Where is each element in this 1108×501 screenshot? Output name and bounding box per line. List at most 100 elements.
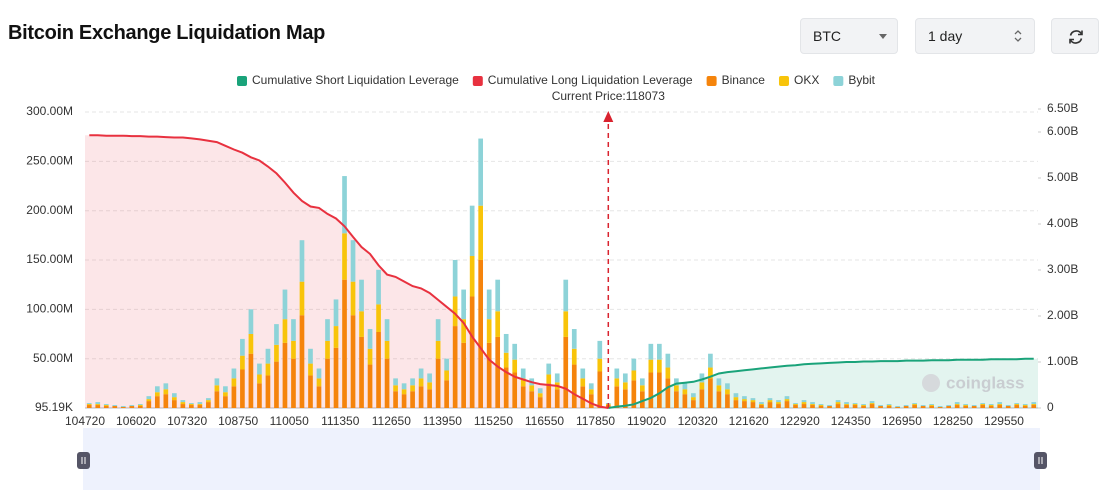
line: [608, 357, 1034, 409]
bar-segment: [776, 400, 781, 403]
period-select-text: 1 day: [928, 28, 963, 44]
bar-segment: [189, 405, 194, 408]
bar-segment: [750, 398, 756, 401]
coin-select[interactable]: BTC: [800, 18, 898, 54]
bar-segment: [154, 396, 160, 408]
bar-segment: [852, 404, 858, 406]
slider-handle-right[interactable]: [1034, 452, 1047, 469]
bar-segment: [240, 338, 245, 356]
bar-segment: [163, 389, 169, 395]
line-area: [608, 358, 1038, 408]
bar-segment: [486, 289, 492, 320]
x-tick-label: 120320: [678, 414, 718, 428]
bar-segment: [691, 393, 696, 398]
bar-segment: [299, 315, 305, 408]
bar-segment: [503, 352, 509, 368]
x-tick-label: 106020: [116, 414, 156, 428]
refresh-button[interactable]: [1051, 18, 1099, 54]
bar-segment: [580, 368, 586, 379]
period-select[interactable]: 1 day: [915, 18, 1035, 54]
bar-segment: [206, 400, 211, 403]
watermark: coinglass: [946, 373, 1024, 392]
bar-segment: [393, 385, 398, 392]
bar-segment: [240, 355, 245, 370]
bar-segment: [767, 400, 773, 403]
bar-segment: [512, 343, 518, 360]
bar-segment: [1005, 406, 1011, 408]
bar-segment: [648, 359, 654, 373]
dropdown-arrow: [879, 34, 887, 39]
bar-segment: [172, 397, 177, 401]
bar-segment: [725, 389, 730, 395]
bar-segment: [639, 391, 645, 408]
spin-arrows: [1014, 30, 1022, 42]
refresh-icon: [1069, 30, 1083, 44]
bar-segment: [112, 406, 118, 408]
bar-segment: [716, 378, 722, 386]
x-tick-label: 116550: [525, 414, 564, 428]
bar-segment: [265, 363, 271, 376]
bar-segment: [580, 378, 586, 387]
bar-segment: [682, 394, 688, 408]
bar-segment: [818, 404, 824, 406]
bar-segment: [180, 402, 186, 405]
zoom-slider[interactable]: [83, 428, 1040, 490]
y2-tick-label: 3.00B: [1047, 262, 1078, 276]
bar-segment: [452, 259, 458, 297]
bar-segment: [835, 404, 841, 408]
bar-segment: [86, 405, 92, 408]
bar-segment: [512, 372, 518, 408]
legend-label: Cumulative Long Liquidation Leverage: [488, 73, 693, 87]
bar-segment: [308, 363, 313, 376]
bar-segment: [503, 333, 509, 353]
x-tick-label: 124350: [831, 414, 871, 428]
slider-handle-left[interactable]: [77, 452, 90, 469]
bar-segment: [291, 319, 296, 341]
bar-segment: [452, 296, 458, 327]
x-tick-label: 108750: [218, 414, 258, 428]
bar-segment: [988, 404, 994, 406]
bar-segment: [835, 402, 841, 405]
bar-segment: [469, 205, 475, 257]
bar-segment: [503, 367, 509, 408]
bar-segment: [120, 406, 126, 408]
bar-segment: [1022, 406, 1028, 408]
bar-segment: [180, 404, 186, 408]
bar-segment: [410, 391, 415, 408]
bar-segment: [299, 281, 305, 316]
bar-segment: [954, 405, 960, 408]
bar-segment: [146, 399, 152, 402]
bar-segment: [469, 296, 475, 408]
y-tick-label: 150.00M: [26, 252, 73, 266]
bar-segment: [529, 385, 535, 392]
bar-segment: [699, 389, 705, 408]
bar-segment: [665, 378, 671, 408]
bar-segment: [1014, 404, 1020, 406]
bar-segment: [827, 405, 832, 407]
bar-segment: [172, 400, 177, 408]
bar-segment: [342, 279, 347, 408]
bar-segment: [359, 336, 364, 408]
bar-segment: [342, 176, 347, 234]
y-tick-label: 250.00M: [26, 154, 73, 168]
bar-segment: [1014, 403, 1020, 405]
y2-tick-label: 6.50B: [1047, 101, 1078, 115]
legend-swatch: [778, 76, 789, 86]
bar-segment: [86, 404, 92, 406]
bar-segment: [418, 378, 424, 387]
y-tick-label: 95.19K: [35, 400, 73, 414]
bar-segment: [588, 394, 594, 408]
bar-segment: [112, 405, 118, 407]
y-tick-label: 100.00M: [26, 302, 73, 316]
bar-segment: [725, 383, 730, 390]
bar-segment: [691, 400, 696, 408]
bar-segment: [520, 386, 526, 408]
bar-segment: [699, 373, 705, 383]
bar-segment: [784, 396, 790, 400]
bar-segment: [537, 393, 543, 398]
bar-segment: [750, 402, 756, 408]
bar-segment: [742, 396, 747, 400]
bar-segment: [767, 402, 773, 408]
bar-segment: [895, 407, 900, 408]
